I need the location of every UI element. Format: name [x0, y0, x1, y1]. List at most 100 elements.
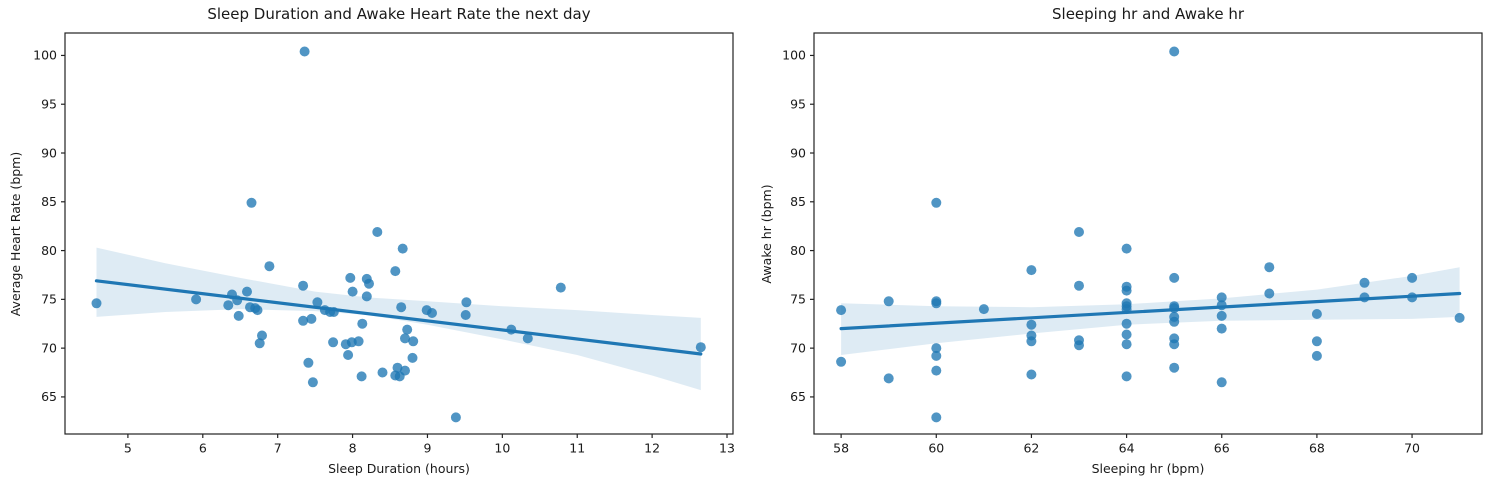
left-chart-scatter-point [353, 336, 364, 347]
right-chart-scatter-point [1121, 318, 1132, 329]
left-chart-x-axis-label: Sleep Duration (hours) [328, 461, 470, 476]
left-chart-y-tick-label: 65 [41, 389, 57, 404]
left-chart-scatter-point [328, 337, 339, 348]
left-chart-y-tick-label: 80 [41, 243, 57, 258]
left-chart-scatter-point [91, 298, 102, 309]
right-chart-x-tick-label: 64 [1119, 441, 1135, 456]
left-chart-scatter-point [392, 362, 403, 373]
right-chart-scatter-point [1121, 285, 1132, 296]
right-chart-scatter-point [1026, 319, 1037, 330]
right-chart-x-tick-label: 68 [1309, 441, 1325, 456]
left-chart-axes-box [64, 32, 734, 435]
right-chart-scatter-point [1216, 300, 1227, 311]
left-chart-scatter-point [303, 357, 314, 368]
left-chart-scatter-point [264, 261, 275, 272]
right-chart-scatter-point [1169, 303, 1180, 314]
left-chart-scatter-point [402, 324, 413, 335]
right-chart-y-tick-label: 75 [790, 292, 806, 307]
left-chart-y-axis-label: Average Heart Rate (bpm) [8, 151, 23, 317]
left-chart-scatter-point [307, 377, 318, 388]
right-chart-y-tick-label: 100 [782, 48, 806, 63]
right-chart-scatter-point [1169, 339, 1180, 350]
right-chart-scatter-point [1311, 309, 1322, 319]
right-chart-scatter-point [1026, 369, 1037, 380]
left-chart-scatter-point [377, 367, 388, 378]
right-chart-scatter-point [1311, 350, 1322, 361]
right-chart-scatter-point [1407, 292, 1418, 303]
right-chart-scatter-point [931, 343, 942, 354]
right-chart-scatter-point [1264, 288, 1275, 299]
right-chart-regression-line [839, 291, 1462, 331]
left-chart-scatter-point [364, 278, 374, 289]
left-chart-y-tick-label: 95 [41, 97, 57, 112]
right-chart-scatter-point [1216, 310, 1227, 321]
right-chart-title: Sleeping hr and Awake hr [1052, 5, 1244, 23]
right-chart-scatter-point [836, 305, 847, 316]
left-chart-scatter-point [372, 227, 383, 237]
right-chart-x-tick-label: 60 [928, 441, 944, 456]
right-chart-scatter-point [1407, 272, 1418, 283]
left-chart-scatter-point [246, 197, 257, 208]
right-chart-scatter-point [1121, 371, 1132, 382]
left-chart-scatter-point [242, 286, 252, 297]
left-chart-scatter-point [522, 333, 533, 344]
left-chart-x-tick-label: 8 [349, 441, 357, 456]
right-chart-scatter-point [1121, 339, 1132, 350]
right-chart-x-axis-label: Sleeping hr (bpm) [1091, 461, 1205, 476]
right-chart-scatter-point [931, 298, 942, 309]
right-chart-x-tick-label: 70 [1404, 441, 1420, 456]
right-chart-scatter-point [1169, 46, 1180, 57]
right-chart-scatter-point [883, 373, 894, 384]
right-chart-x-tick-label: 62 [1023, 441, 1039, 456]
left-chart-scatter-point [232, 295, 243, 306]
left-chart-x-tick-label: 5 [124, 441, 132, 456]
left-chart-scatter-point [306, 313, 317, 324]
right-chart-scatter-point [1216, 377, 1227, 388]
right-chart-scatter-point [931, 350, 942, 361]
right-chart-scatter-point [1264, 262, 1275, 273]
left-chart-scatter-point [450, 412, 461, 423]
left-chart-regression-line [94, 279, 703, 356]
left-chart-scatter-point [400, 333, 410, 344]
left-chart-scatter-point [361, 291, 372, 302]
right-chart-y-tick-label: 80 [790, 243, 806, 258]
left-chart-scatter-point [298, 280, 309, 291]
right-chart-scatter-point [1121, 243, 1132, 254]
left-chart-scatter-point [400, 365, 410, 376]
left-chart-scatter-point [299, 46, 310, 57]
right-chart-x-tick-label: 58 [833, 441, 849, 456]
left-chart-scatter-point [396, 302, 407, 313]
left-chart-scatter-point [506, 324, 517, 335]
right-chart-scatter-point [883, 296, 894, 307]
left-chart-scatter-point [427, 308, 437, 318]
right-chart-scatter-point [1121, 329, 1132, 340]
left-chart-scatter-point [407, 352, 418, 363]
right-chart-y-tick-label: 65 [790, 389, 806, 404]
right-chart-scatter-point [1074, 227, 1084, 237]
right-chart-scatter-point [931, 365, 942, 376]
left-chart-x-tick-label: 10 [494, 441, 510, 456]
right-chart-scatter-point [1359, 292, 1370, 303]
left-chart-scatter-point [254, 338, 265, 349]
right-chart-y-tick-label: 70 [790, 340, 806, 355]
left-chart-scatter-point [343, 350, 354, 360]
right-chart-scatter-point [1121, 304, 1132, 315]
right-chart-scatter-point [1074, 340, 1084, 351]
left-chart-scatter-point [298, 315, 309, 326]
right-chart-scatter-point [1074, 280, 1084, 291]
left-chart-y-tick-label: 90 [41, 145, 57, 160]
left-chart-scatter-point [347, 286, 358, 297]
left-chart-x-tick-label: 13 [719, 441, 735, 456]
left-chart-x-tick-label: 7 [274, 441, 282, 456]
right-chart-scatter-point [1216, 323, 1227, 334]
left-chart-scatter-point [328, 307, 339, 317]
left-chart-scatter-point [460, 310, 471, 320]
left-chart-title: Sleep Duration and Awake Heart Rate the … [207, 5, 591, 23]
left-chart-x-tick-label: 6 [199, 441, 207, 456]
left-chart-x-tick-label: 12 [644, 441, 660, 456]
right-chart-x-tick-label: 66 [1214, 441, 1230, 456]
left-chart-scatter-point [345, 272, 356, 283]
left-chart-scatter-point [257, 330, 267, 341]
left-chart-scatter-point [555, 282, 566, 293]
left-chart-scatter-point [408, 336, 419, 347]
